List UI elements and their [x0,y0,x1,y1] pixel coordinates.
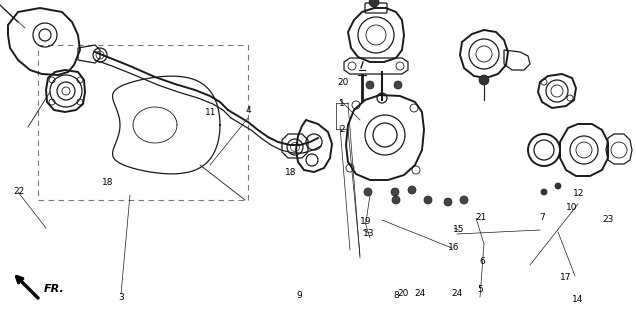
Text: 3: 3 [118,292,124,301]
Circle shape [391,188,399,196]
Text: 22: 22 [13,188,25,196]
Circle shape [394,81,402,89]
Text: 18: 18 [102,178,114,187]
Text: 15: 15 [453,226,465,235]
Text: 11: 11 [205,108,217,116]
Circle shape [460,196,468,204]
Text: 5: 5 [477,285,483,294]
Text: 13: 13 [363,228,375,237]
Circle shape [364,188,372,196]
Circle shape [366,81,374,89]
Text: 24: 24 [415,289,425,298]
Text: 1: 1 [339,99,345,108]
Circle shape [444,198,452,206]
Text: 12: 12 [573,188,584,197]
Text: FR.: FR. [44,284,65,294]
Text: 4: 4 [245,106,251,115]
Text: 19: 19 [360,218,372,227]
Bar [38,45,248,200]
Text: 6: 6 [479,257,485,266]
Circle shape [408,186,416,194]
Text: 16: 16 [448,243,460,252]
Text: 17: 17 [560,274,572,283]
Circle shape [479,75,489,85]
Text: 9: 9 [296,291,302,300]
Circle shape [369,0,379,7]
Text: 18: 18 [286,167,297,177]
Text: 20: 20 [398,290,409,299]
Circle shape [392,196,400,204]
Circle shape [541,189,547,195]
Text: 2: 2 [339,124,345,133]
Text: 24: 24 [452,289,462,298]
Circle shape [555,183,561,189]
Text: 21: 21 [475,212,487,221]
Text: 14: 14 [572,295,584,305]
Text: 10: 10 [566,203,577,212]
Text: 7: 7 [539,213,545,222]
Text: 8: 8 [393,291,399,300]
Text: 23: 23 [602,215,614,225]
Text: 20: 20 [337,77,349,86]
Circle shape [424,196,432,204]
